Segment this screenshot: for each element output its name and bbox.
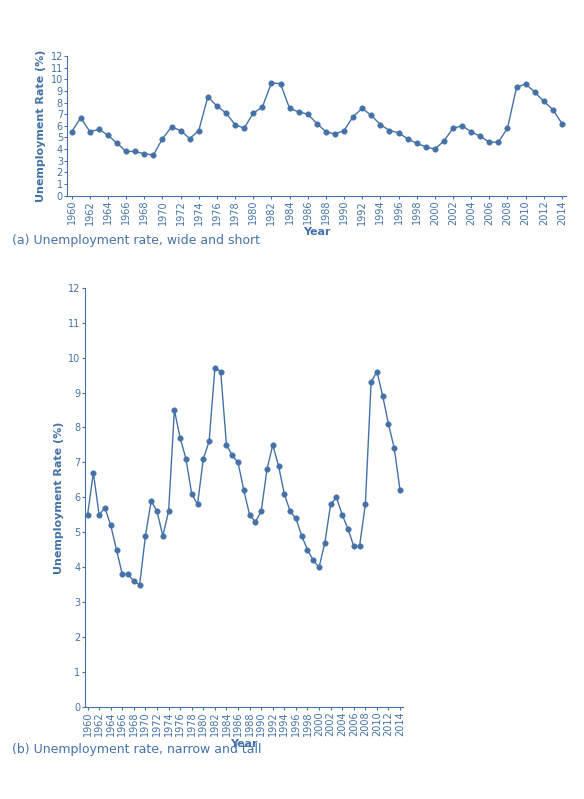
X-axis label: Year: Year [230, 739, 258, 749]
X-axis label: Year: Year [303, 228, 331, 237]
Text: (a) Unemployment rate, wide and short: (a) Unemployment rate, wide and short [12, 233, 260, 247]
Y-axis label: Unemployment Rate (%): Unemployment Rate (%) [54, 421, 64, 574]
Text: (b) Unemployment rate, narrow and tall: (b) Unemployment rate, narrow and tall [12, 742, 261, 756]
Y-axis label: Unemployment Rate (%): Unemployment Rate (%) [36, 50, 47, 202]
